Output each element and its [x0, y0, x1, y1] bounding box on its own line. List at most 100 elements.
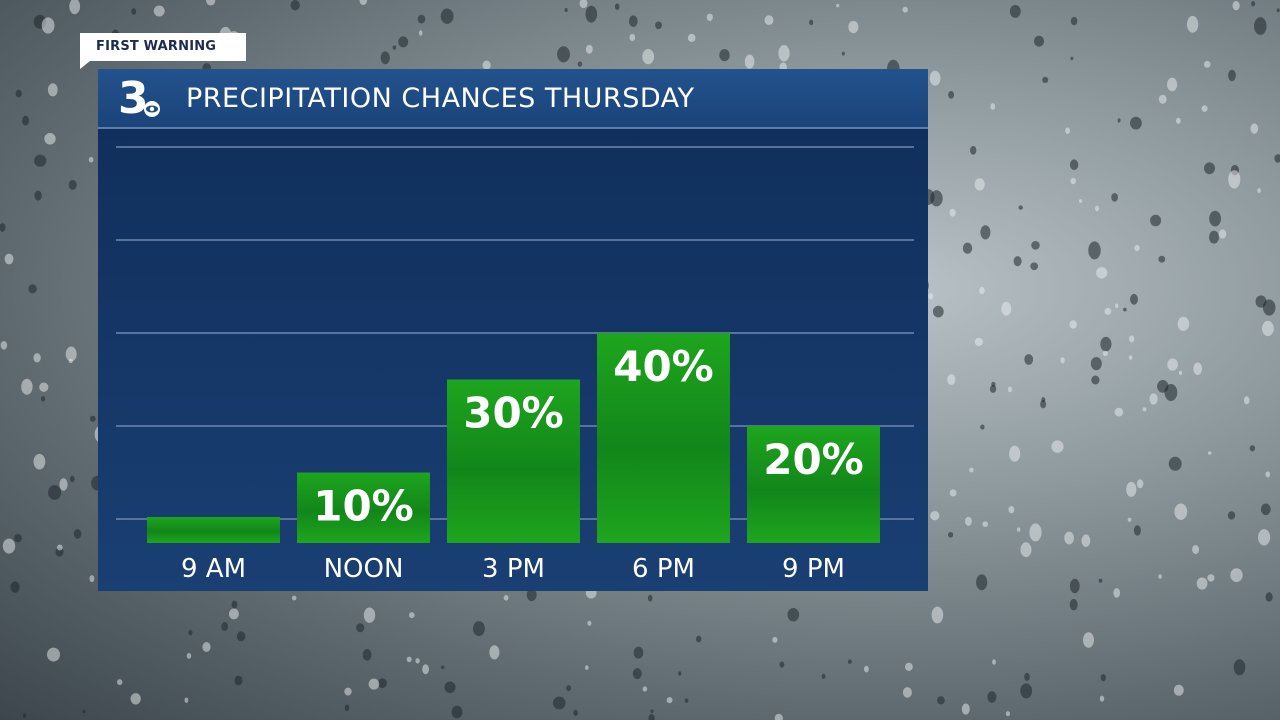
raindrop	[577, 61, 583, 67]
raindrop	[33, 353, 41, 363]
raindrop	[409, 612, 415, 619]
raindrop	[1081, 534, 1091, 547]
plot-area: 9 AM 10% NOON 30% 3 PM 40% 6 PM 20% 9 PM	[98, 129, 928, 591]
raindrop	[1020, 542, 1032, 558]
raindrop	[451, 705, 463, 719]
raindrop	[10, 581, 20, 593]
raindrop	[974, 178, 985, 191]
raindrop	[1042, 76, 1049, 83]
raindrop	[930, 511, 940, 521]
raindrop	[1030, 262, 1039, 271]
raindrop	[1254, 17, 1267, 35]
raindrop	[28, 284, 37, 294]
raindrop	[1209, 230, 1219, 244]
raindrop	[14, 534, 22, 543]
raindrop	[847, 659, 852, 664]
raindrop	[1176, 117, 1181, 124]
raindrop	[947, 374, 956, 385]
raindrop	[937, 696, 945, 705]
raindrop	[1249, 445, 1256, 452]
raindrop	[291, 595, 297, 601]
raindrop	[22, 115, 30, 126]
raindrop	[380, 51, 390, 65]
raindrop	[1265, 471, 1271, 478]
raindrop	[1209, 210, 1221, 227]
raindrop	[377, 678, 387, 688]
raindrop	[89, 575, 95, 583]
raindrop	[1274, 154, 1280, 163]
bar-9-pm	[747, 426, 880, 543]
raindrop	[1008, 505, 1015, 514]
raindrop	[1007, 386, 1013, 393]
raindrop	[992, 659, 996, 665]
raindrop	[1127, 517, 1132, 522]
raindrop	[1265, 592, 1273, 602]
raindrop	[932, 305, 944, 318]
raindrop	[614, 3, 620, 11]
raindrop	[573, 709, 578, 716]
raindrop	[1130, 116, 1142, 130]
raindrop	[848, 20, 859, 34]
logo-number: 3	[118, 73, 149, 123]
raindrop	[1083, 632, 1094, 648]
raindrop	[1186, 15, 1199, 33]
raindrop	[949, 208, 956, 217]
raindrop	[1134, 244, 1140, 252]
raindrop	[1117, 118, 1121, 123]
raindrop	[1276, 8, 1280, 12]
raindrop	[1193, 362, 1203, 375]
raindrop	[642, 686, 648, 692]
raindrop	[1024, 354, 1034, 365]
raindrop	[398, 36, 409, 48]
raindrop	[1196, 577, 1208, 590]
raindrop	[1040, 400, 1047, 409]
raindrop	[744, 54, 755, 69]
raindrop	[1230, 568, 1243, 582]
raindrop	[39, 382, 49, 392]
raindrop	[34, 154, 47, 167]
raindrop	[15, 89, 22, 98]
raindrop	[821, 673, 826, 679]
data-label: 30%	[463, 389, 564, 438]
raindrop	[131, 8, 137, 15]
raindrop	[579, 0, 588, 9]
raindrop	[406, 656, 412, 663]
raindrop	[4, 253, 14, 265]
raindrop	[1207, 574, 1215, 582]
raindrop	[1091, 375, 1100, 385]
chart-title: PRECIPITATION CHANCES THURSDAY	[186, 83, 695, 114]
raindrop	[368, 678, 380, 690]
raindrop	[1204, 162, 1215, 175]
raindrop	[1099, 695, 1105, 702]
raindrop	[647, 594, 653, 602]
raindrop	[1051, 440, 1064, 453]
raindrop	[1251, 1, 1256, 7]
raindrop	[1031, 241, 1040, 250]
raindrop	[1262, 320, 1274, 337]
raindrop	[1017, 527, 1021, 532]
raindrop	[1133, 525, 1141, 536]
raindrop	[48, 485, 62, 500]
raindrop	[1149, 393, 1158, 405]
raindrop	[415, 658, 420, 664]
raindrop	[841, 51, 845, 56]
raindrop	[979, 286, 985, 295]
raindrop	[473, 621, 485, 637]
raindrop	[59, 478, 68, 491]
raindrop	[1150, 214, 1162, 227]
raindrop	[234, 675, 243, 686]
raindrop	[642, 49, 655, 65]
raindrop	[47, 83, 58, 97]
raindrop	[1001, 301, 1012, 316]
raindrop	[1090, 357, 1102, 371]
raindrop	[629, 15, 638, 27]
raindrop	[1167, 358, 1178, 371]
raindrop	[931, 606, 944, 624]
raindrop	[117, 679, 123, 686]
raindrop	[928, 293, 934, 300]
raindrop	[392, 45, 397, 50]
raindrop	[1069, 159, 1079, 170]
raindrop	[44, 133, 56, 145]
raindrop	[678, 671, 682, 676]
raindrop	[980, 225, 991, 240]
